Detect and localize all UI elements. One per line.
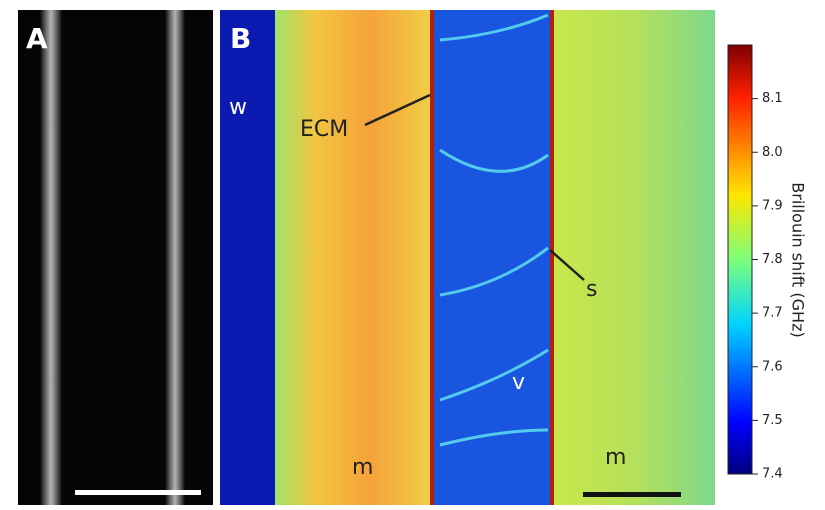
pointer bbox=[549, 249, 585, 281]
panel-label: A bbox=[26, 22, 48, 55]
annotation: s bbox=[586, 277, 597, 302]
tick-label: 7.7 bbox=[762, 306, 783, 321]
scale-bar bbox=[583, 492, 681, 497]
cell-wall bbox=[165, 10, 185, 505]
panel-label: B bbox=[230, 22, 251, 55]
region-water bbox=[220, 10, 275, 505]
tick-label: 8.0 bbox=[762, 145, 783, 160]
tick-label: 7.4 bbox=[762, 467, 783, 482]
annotation: m bbox=[352, 455, 373, 480]
region-muscle bbox=[554, 10, 715, 505]
panel-b: B w ECM s v m m bbox=[220, 10, 715, 505]
pointer bbox=[364, 93, 431, 127]
annotation: ECM bbox=[300, 117, 348, 142]
tick-label: 7.9 bbox=[762, 198, 783, 213]
ecm-line bbox=[550, 10, 554, 505]
annotation: v bbox=[512, 370, 525, 395]
region-muscle bbox=[275, 10, 433, 505]
septa bbox=[439, 13, 549, 447]
tick-label: 7.6 bbox=[762, 359, 783, 374]
tick-label: 7.5 bbox=[762, 413, 783, 428]
tick-label: 7.8 bbox=[762, 252, 783, 267]
ecm-line bbox=[430, 10, 434, 505]
colorbar-label: Brillouin shift (GHz) bbox=[789, 182, 808, 337]
scale-bar bbox=[75, 490, 201, 495]
tick-label: 8.1 bbox=[762, 91, 783, 106]
colorbar-scale bbox=[727, 44, 753, 475]
panel-a: A bbox=[18, 10, 213, 505]
colorbar: Brillouin shift (GHz) 7.4 7.5 7.6 7.7 7.8 7.9… bbox=[727, 44, 808, 482]
annotation: w bbox=[229, 95, 247, 120]
cell-wall bbox=[40, 10, 62, 505]
annotation: m bbox=[605, 445, 626, 470]
